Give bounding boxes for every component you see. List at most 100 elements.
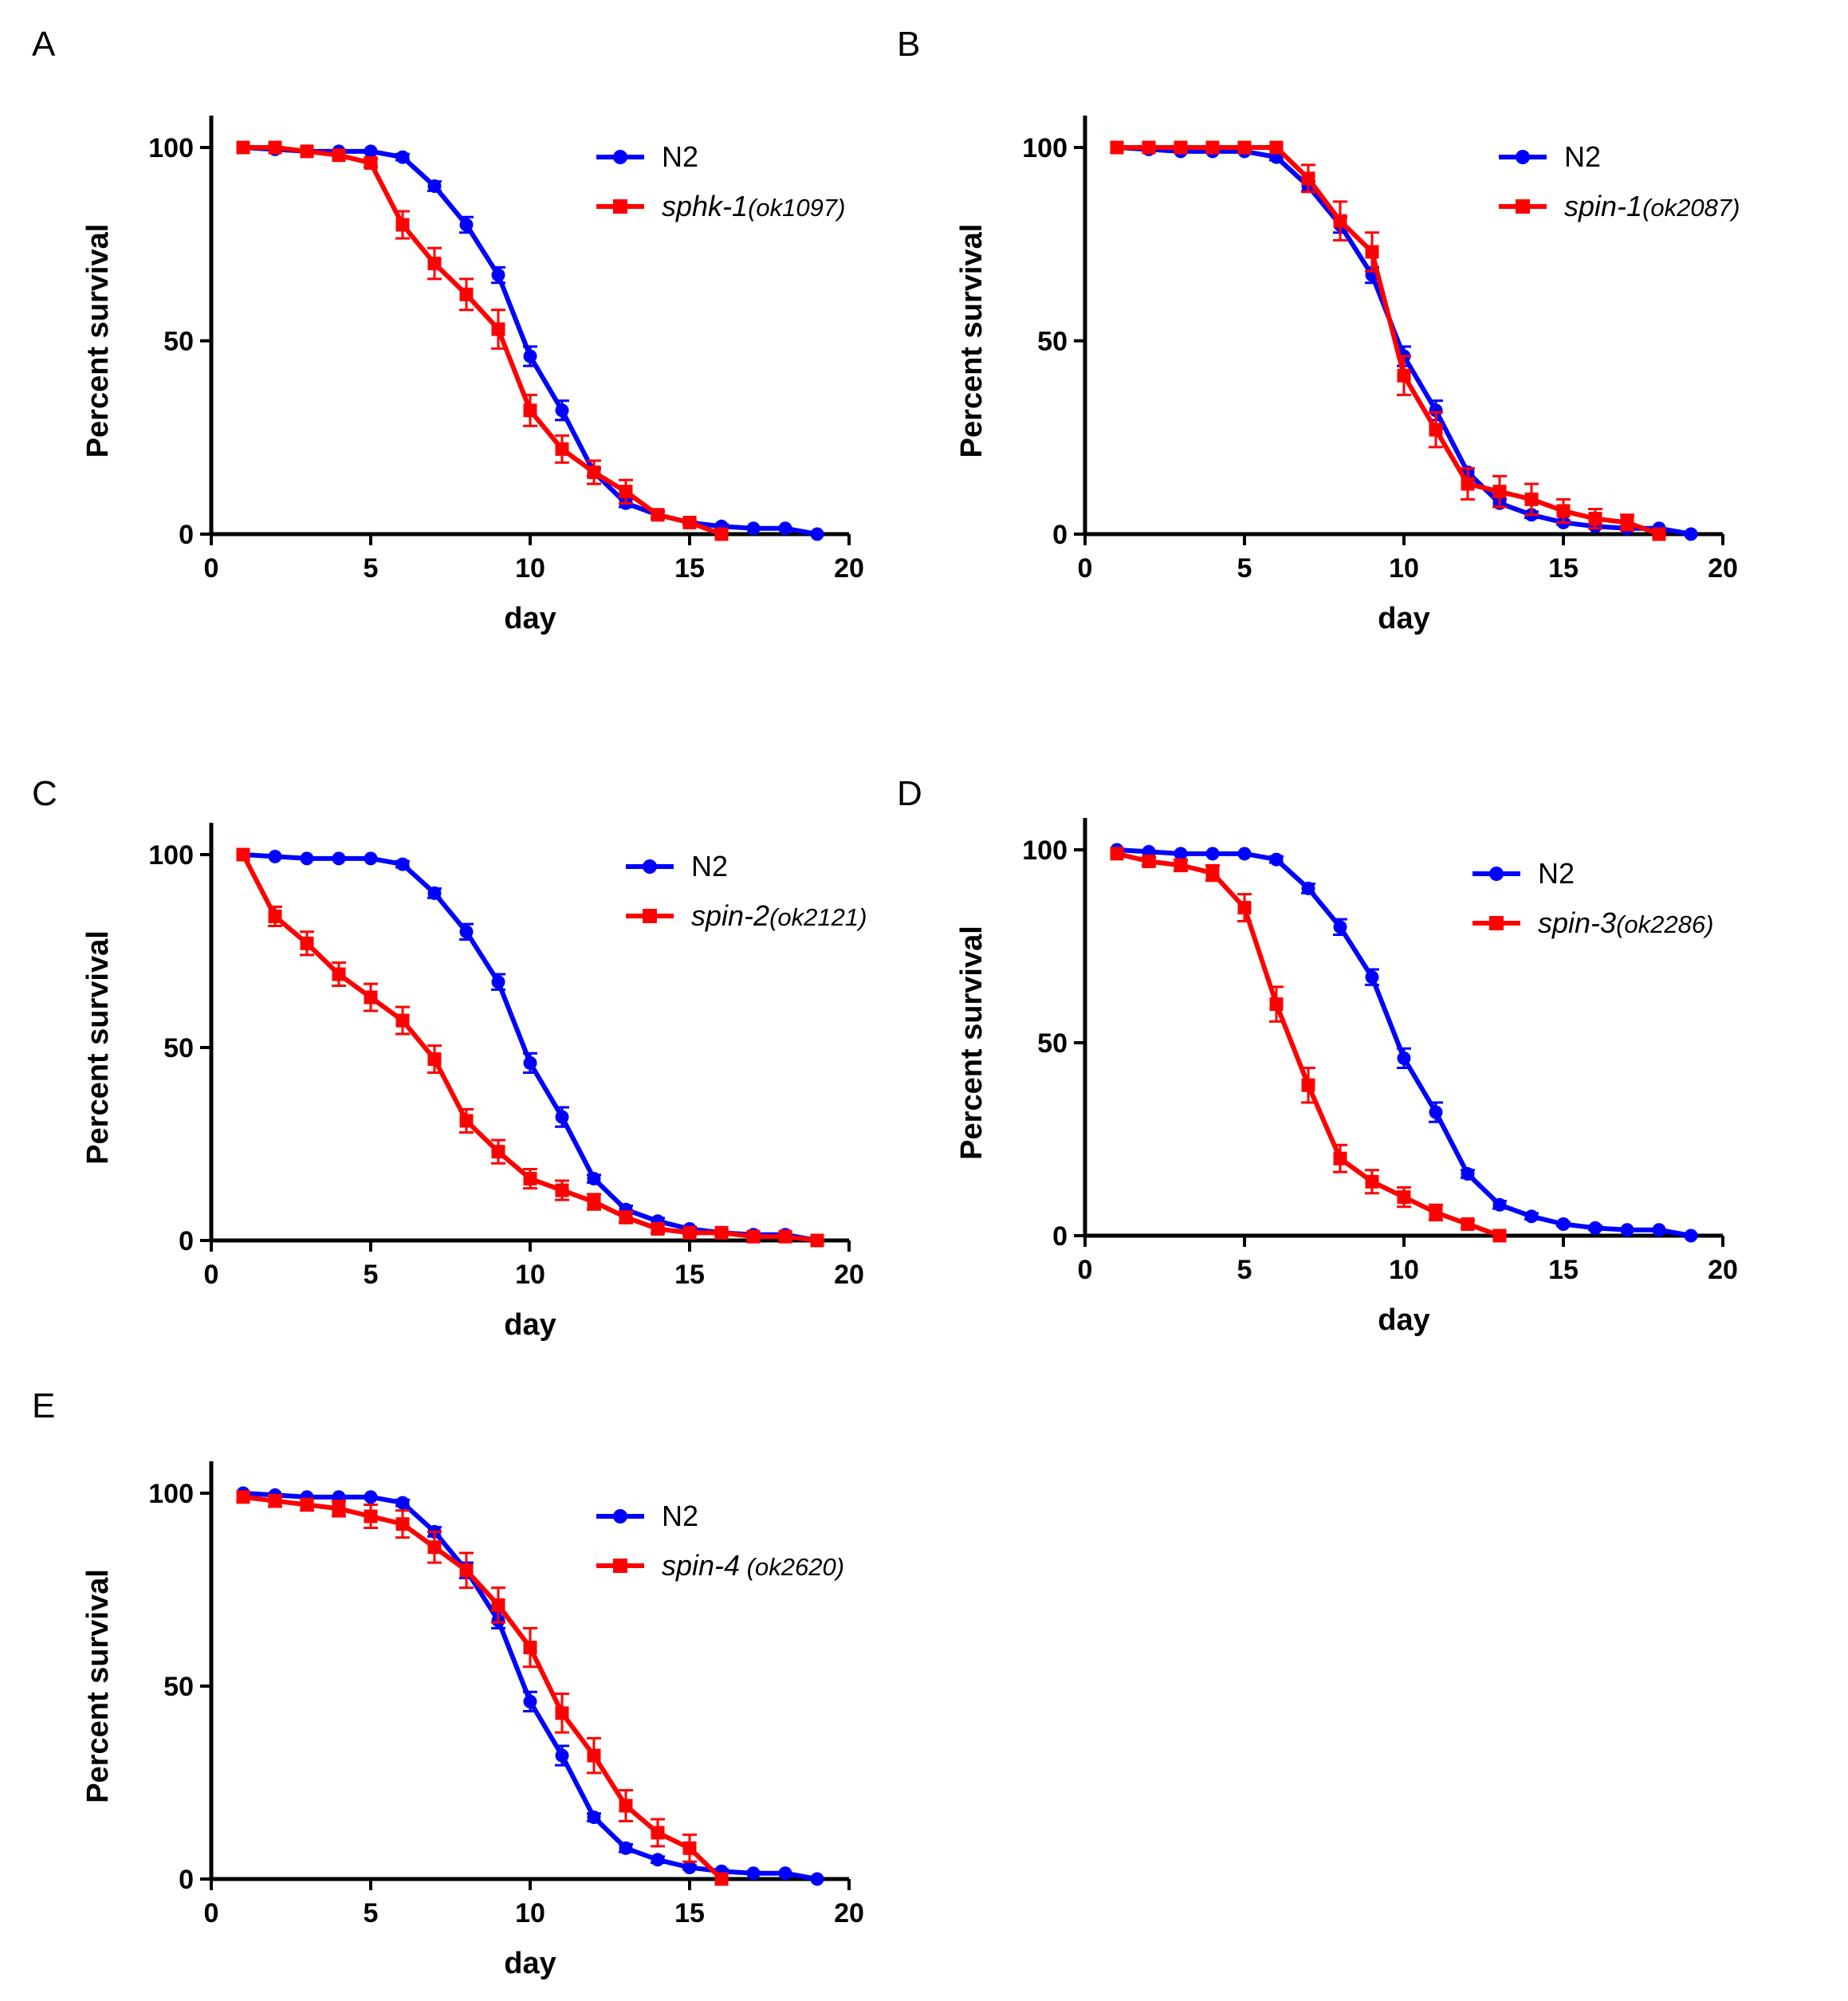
data-point (1620, 515, 1634, 529)
legend-marker (1516, 150, 1530, 164)
x-tick-label: 15 (674, 553, 705, 584)
data-point (1205, 140, 1220, 155)
data-point (236, 140, 250, 155)
data-point (619, 485, 633, 499)
legend-label: N2 (1538, 857, 1575, 890)
data-point (1556, 504, 1571, 518)
data-point (491, 322, 505, 336)
data-point (651, 1826, 665, 1840)
data-point (778, 521, 792, 536)
data-point (523, 1694, 537, 1708)
data-point (300, 936, 314, 950)
data-point (1397, 368, 1411, 383)
data-point (651, 508, 665, 522)
data-point (268, 909, 282, 923)
data-point (523, 1641, 537, 1655)
legend-label: spin-4 (ok2620) (662, 1549, 844, 1582)
data-point (364, 990, 378, 1004)
legend-marker (613, 150, 627, 164)
series-mutant (1110, 847, 1507, 1243)
chart-panel-b: B 0 5 10 15 20 0 50 100 day Percent survival N2 spin… (897, 25, 1740, 635)
x-tick-label: 0 (204, 1260, 219, 1290)
data-point (810, 527, 824, 541)
data-point (746, 1229, 761, 1244)
data-point (1237, 847, 1252, 861)
data-point (332, 851, 346, 866)
data-point (1301, 881, 1315, 895)
y-tick-label: 50 (163, 1033, 194, 1063)
data-point (459, 1114, 474, 1128)
data-point (587, 1172, 601, 1186)
x-tick-label: 5 (1237, 1255, 1252, 1285)
legend-label: spin-3(ok2286) (1538, 906, 1713, 939)
data-point (1365, 1174, 1379, 1189)
x-tick-label: 0 (1078, 553, 1093, 584)
y-axis-title: Percent survival (81, 1569, 115, 1803)
x-tick-label: 5 (364, 1898, 379, 1928)
x-tick-label: 20 (1708, 553, 1738, 584)
data-point (364, 144, 378, 159)
legend-marker (613, 1559, 627, 1573)
x-axis-title: day (504, 1308, 556, 1342)
data-point (364, 1509, 378, 1523)
data-point (395, 218, 410, 232)
legend-gene-name: N2 (662, 1500, 698, 1532)
series-mutant (236, 847, 824, 1248)
x-tick-label: 20 (834, 1260, 864, 1290)
data-point (395, 150, 410, 164)
legend-gene-name: sphk-1 (662, 190, 748, 222)
legend-marker (1489, 867, 1504, 881)
y-tick-label: 0 (179, 1226, 194, 1256)
data-point (523, 403, 537, 418)
legend-gene-name: N2 (1538, 857, 1575, 890)
data-point (746, 1866, 761, 1881)
data-point (587, 1810, 601, 1825)
data-point (1333, 1151, 1347, 1166)
data-point (364, 851, 378, 866)
x-tick-label: 5 (364, 553, 379, 584)
data-point (587, 1195, 601, 1209)
y-tick-label: 0 (1052, 1221, 1068, 1252)
legend-allele: (ok2121) (769, 903, 867, 931)
data-point (1269, 140, 1284, 155)
x-axis-title: day (504, 1947, 556, 1980)
data-point (395, 857, 410, 871)
x-tick-label: 10 (1389, 553, 1419, 584)
legend-label: spin-2(ok2121) (691, 899, 867, 932)
y-axis-title: Percent survival (955, 224, 989, 458)
x-axis-title: day (504, 602, 556, 635)
data-point (555, 442, 569, 456)
data-point (1269, 997, 1284, 1012)
x-tick-label: 15 (674, 1260, 705, 1290)
data-point (714, 527, 729, 541)
data-point (395, 1517, 410, 1531)
y-axis-title: Percent survival (81, 224, 115, 458)
data-point (1492, 1229, 1507, 1243)
legend-gene-name: spin-2 (691, 899, 769, 932)
data-point (1397, 1051, 1411, 1065)
data-point (555, 403, 569, 418)
data-point (1524, 1209, 1539, 1224)
x-tick-label: 5 (364, 1260, 379, 1290)
chart-panel-e: E 0 5 10 15 20 0 50 100 day Percent survival N2 spin… (32, 1386, 864, 1980)
data-point (1205, 847, 1220, 861)
y-tick-label: 100 (1022, 835, 1068, 866)
data-point (746, 521, 761, 536)
data-point (300, 851, 314, 866)
x-tick-label: 20 (1708, 1255, 1738, 1285)
data-point (1365, 970, 1379, 985)
panel-letter: B (897, 25, 920, 64)
data-point (1205, 866, 1220, 880)
legend-entry: N2 (1473, 857, 1575, 890)
data-point (1269, 852, 1284, 867)
data-point (1429, 423, 1443, 437)
data-point (778, 1866, 792, 1881)
data-point (1461, 477, 1475, 491)
data-point (555, 1183, 569, 1197)
data-point (1492, 485, 1507, 499)
legend-entry: spin-3(ok2286) (1473, 906, 1713, 939)
x-tick-label: 15 (674, 1898, 705, 1928)
data-point (587, 1748, 601, 1763)
data-point (395, 1013, 410, 1028)
